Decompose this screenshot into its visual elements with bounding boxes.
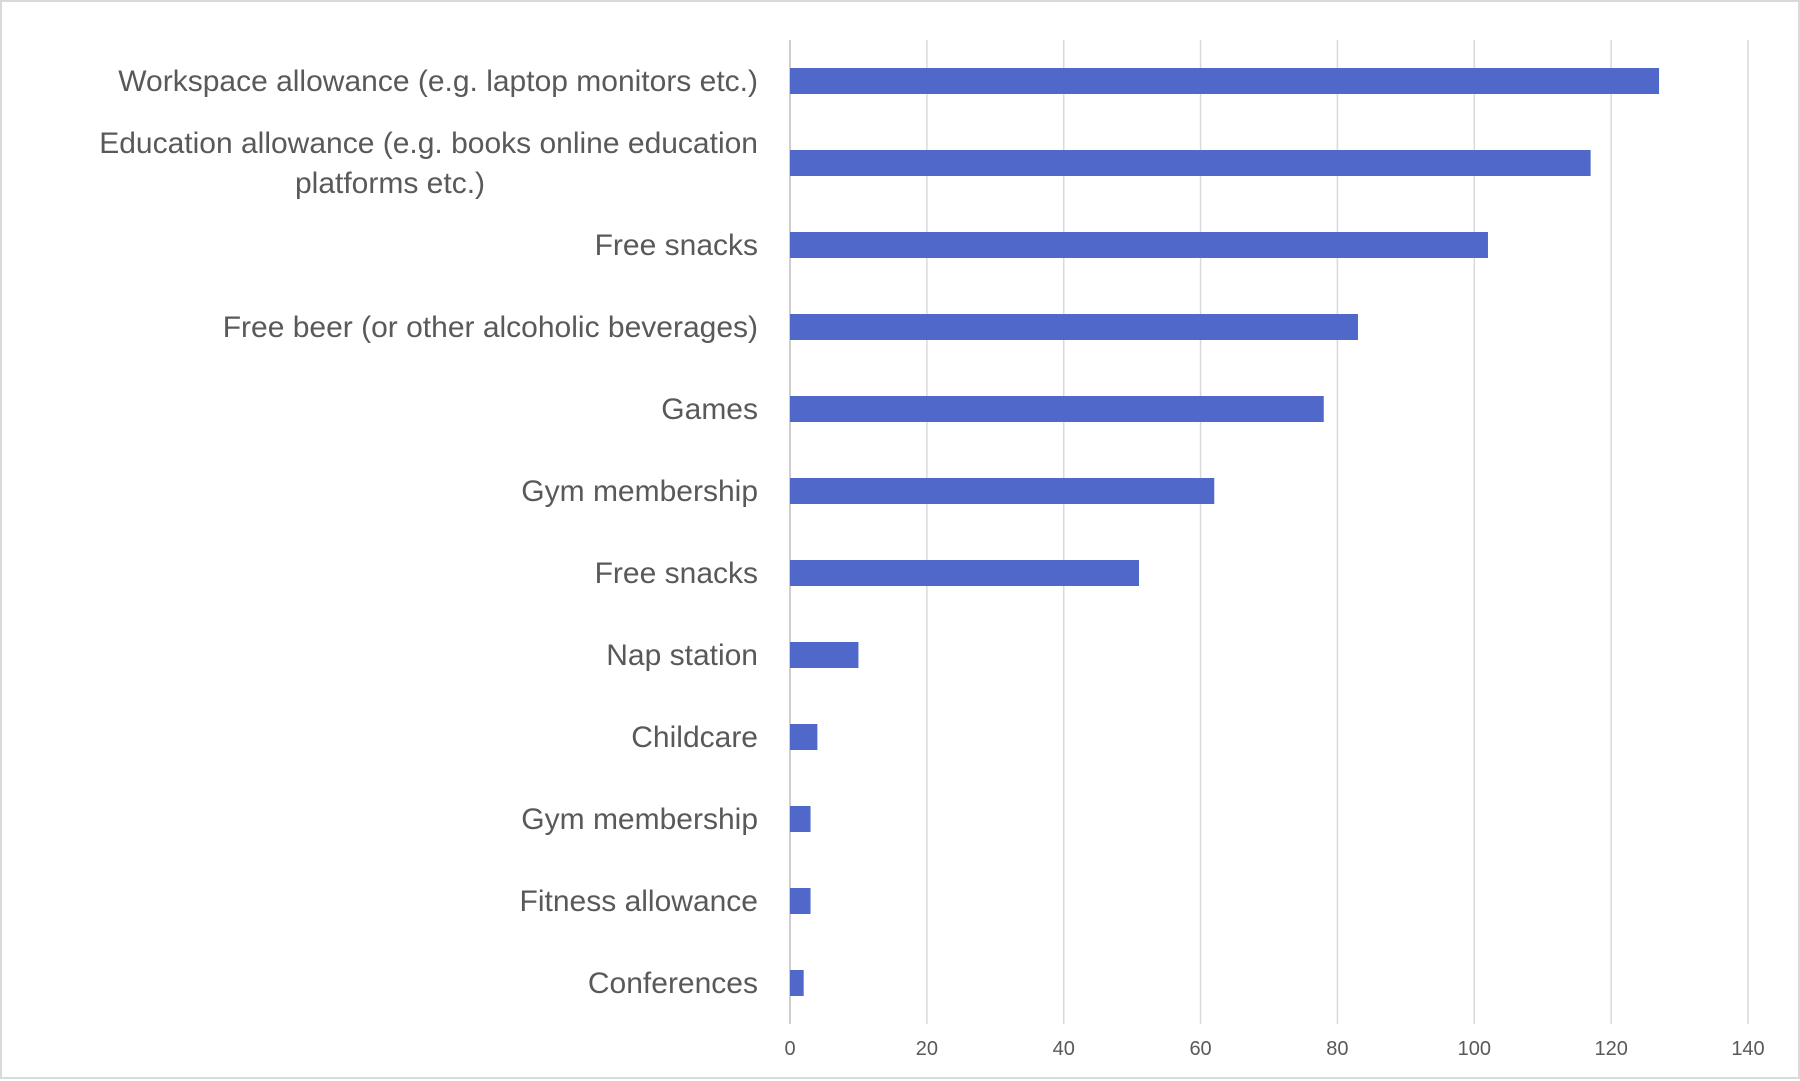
category-label: Fitness allowance xyxy=(520,885,758,918)
bar xyxy=(790,888,811,914)
bar xyxy=(790,970,804,996)
category-label: platforms etc.) xyxy=(295,167,485,200)
bar xyxy=(790,232,1488,258)
bar xyxy=(790,150,1591,176)
x-tick-label: 60 xyxy=(1189,1038,1211,1060)
category-label: Workspace allowance (e.g. laptop monitor… xyxy=(118,65,758,98)
x-tick-label: 140 xyxy=(1731,1038,1764,1060)
category-label: Gym membership xyxy=(521,475,758,508)
x-tick-label: 80 xyxy=(1326,1038,1348,1060)
category-labels: Workspace allowance (e.g. laptop monitor… xyxy=(99,65,758,1000)
category-label: Nap station xyxy=(606,639,758,672)
category-label: Childcare xyxy=(631,721,758,754)
x-axis-ticks: 0 20 40 60 80 100 120 140 xyxy=(784,1038,1764,1060)
category-label: Games xyxy=(661,393,758,426)
x-tick-label: 20 xyxy=(916,1038,938,1060)
gridlines xyxy=(789,40,1749,1024)
x-tick-label: 40 xyxy=(1053,1038,1075,1060)
x-tick-label: 100 xyxy=(1458,1038,1491,1060)
category-label: Free snacks xyxy=(595,557,758,590)
bar xyxy=(790,806,811,832)
category-label: Free beer (or other alcoholic beverages) xyxy=(223,311,758,344)
x-tick-label: 120 xyxy=(1594,1038,1627,1060)
bar xyxy=(790,396,1324,422)
bar xyxy=(790,478,1215,504)
category-label: Conferences xyxy=(588,967,758,1000)
x-tick-label: 0 xyxy=(784,1038,795,1060)
category-label: Gym membership xyxy=(521,803,758,836)
bar xyxy=(790,560,1139,586)
bar xyxy=(790,642,859,668)
bar xyxy=(790,724,818,750)
bar xyxy=(790,68,1660,94)
category-label: Free snacks xyxy=(595,229,758,262)
bars xyxy=(790,68,1660,996)
category-label: Education allowance (e.g. books online e… xyxy=(99,127,758,160)
bar xyxy=(790,314,1358,340)
